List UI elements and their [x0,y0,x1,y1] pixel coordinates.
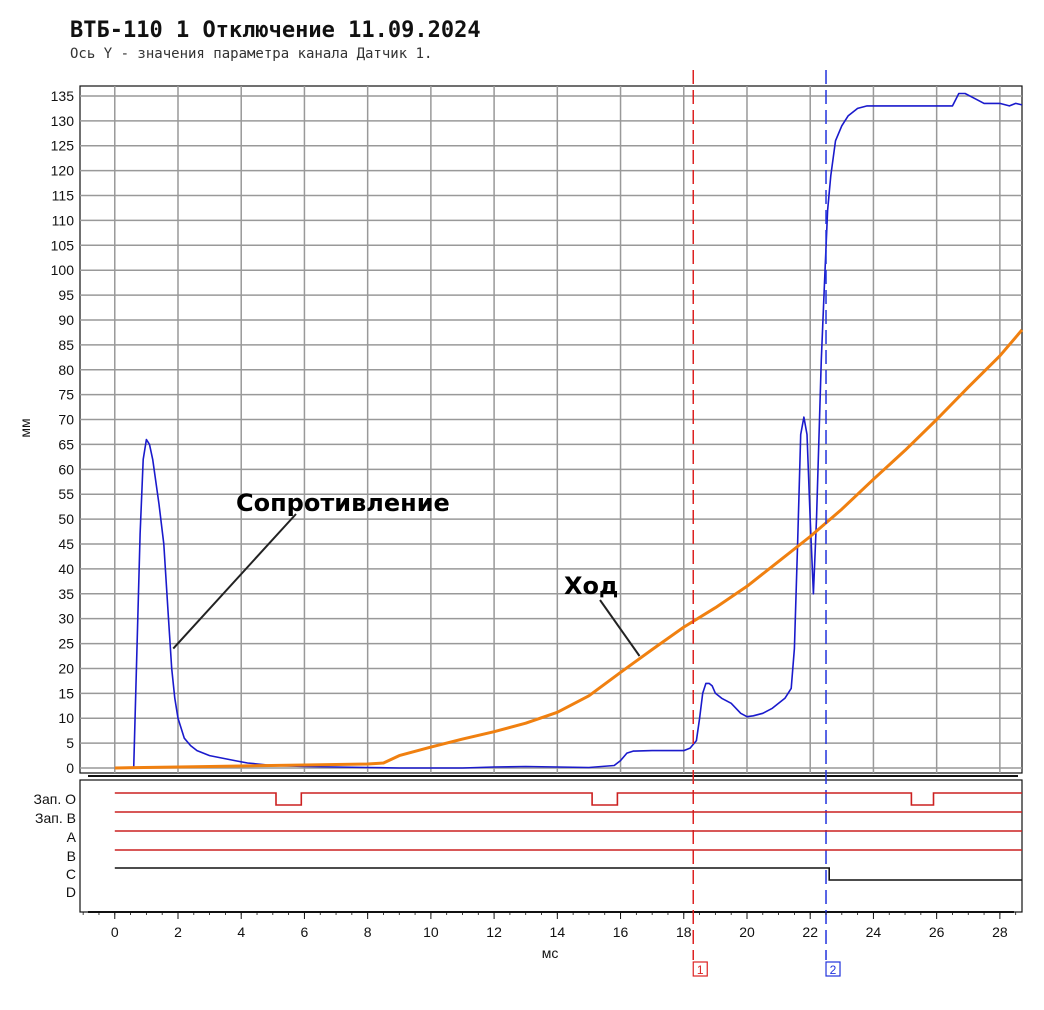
digital-channel-label: B [67,848,76,864]
series-resistance-line [114,92,1023,769]
y-tick-label: 0 [66,760,74,776]
y-tick-label: 100 [51,262,75,278]
marker-box-2 [825,961,841,977]
tick-labels: 0 2 4 6 8 10 12 14 16 18 20 22 24 26 28051015202530354… [51,88,1017,940]
x-tick-label: 18 [676,924,692,940]
marker-label-2: 2 [830,963,837,977]
digital-channel-label: Зап. В [35,810,76,826]
y-tick-label: 120 [51,163,75,179]
y-tick-label: 45 [58,536,74,552]
annotation-label: Сопротивление [236,489,450,517]
y-tick-label: 15 [58,685,74,701]
digital-channel-label: C [66,866,76,882]
digital-trace [114,792,1022,806]
digital-channel-label: Зап. О [34,791,77,807]
x-tick-label: 20 [739,924,755,940]
digital-channel-label: A [67,829,77,845]
y-tick-label: 85 [58,337,74,353]
x-tick-label: 16 [613,924,629,940]
y-tick-label: 80 [58,362,74,378]
y-tick-label: 105 [51,237,75,253]
digital-frame [79,779,1023,913]
annotation-leader [599,599,641,657]
y-tick-label: 115 [52,188,75,204]
y-tick-label: 20 [58,660,74,676]
x-tick-label: 14 [550,924,566,940]
y-tick-label: 10 [58,710,74,726]
x-tick-label: 8 [364,924,372,940]
series-travel-line [114,328,1024,770]
y-tick-label: 125 [51,138,75,154]
y-tick-label: 130 [51,113,75,129]
y-tick-label: 110 [52,212,75,228]
y-tick-label: 55 [58,486,74,502]
chart-subtitle: Ось Y - значения параметра канала Датчик… [70,46,433,62]
chart-title: ВТБ-110 1 Отключение 11.09.2024 [70,18,481,43]
x-tick-label: 6 [301,924,309,940]
y-tick-label: 70 [58,412,74,428]
x-tick-label: 26 [929,924,945,940]
y-tick-label: 65 [58,436,74,452]
x-tick-label: 2 [174,924,182,940]
x-tick-label: 4 [237,924,245,940]
series-group [114,92,1024,770]
x-tick-label: 10 [423,924,439,940]
x-tick-label: 28 [992,924,1008,940]
digital-channel-label: D [66,884,76,900]
y-tick-label: 135 [51,88,75,104]
y-tick-label: 5 [66,735,74,751]
x-tick-label: 22 [802,924,818,940]
marker-label-1: 1 [697,963,704,977]
y-axis-label: мм [17,418,33,437]
grid [79,85,1023,913]
digital-trace [114,867,1022,881]
y-tick-label: 95 [58,287,74,303]
y-tick-label: 90 [58,312,74,328]
y-tick-label: 25 [58,636,74,652]
annotations: Сопротивление Ход [172,489,641,657]
x-axis-label: мс [542,945,559,961]
y-tick-label: 60 [58,461,74,477]
y-tick-label: 40 [58,561,74,577]
x-tick-label: 0 [111,924,119,940]
x-tick-label: 24 [866,924,882,940]
y-tick-label: 50 [58,511,74,527]
marker-box-1 [692,961,708,977]
annotation-leader [172,513,297,650]
x-tick-label: 12 [486,924,502,940]
plot-frame [79,85,1023,774]
y-tick-label: 35 [58,586,74,602]
y-tick-label: 75 [58,387,74,403]
y-tick-label: 30 [58,611,74,627]
annotation-label: Ход [564,572,618,600]
